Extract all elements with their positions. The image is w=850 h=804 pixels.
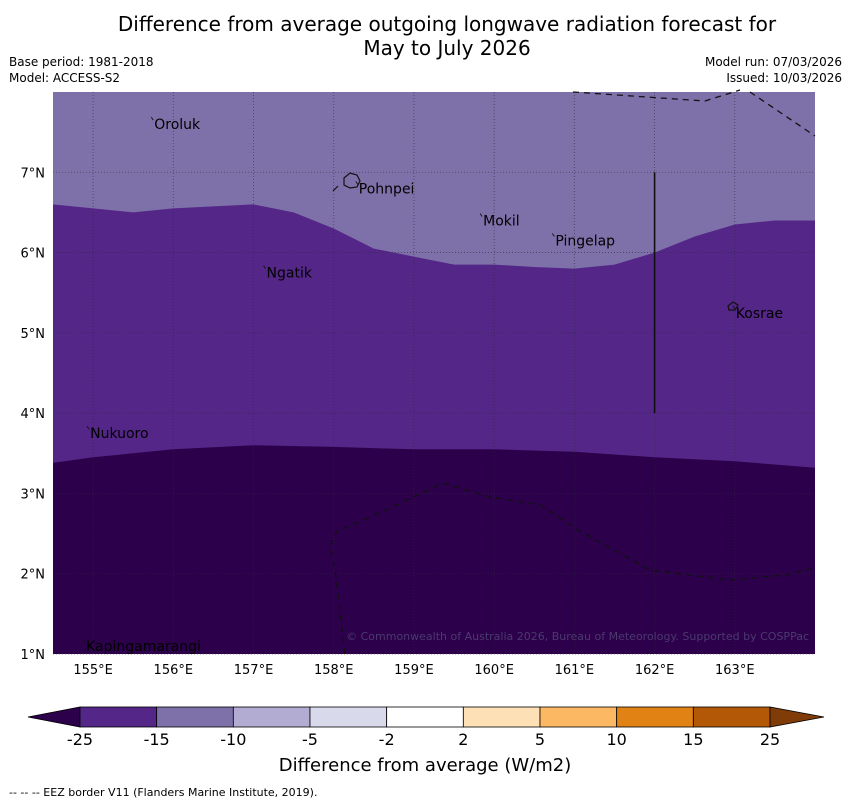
- colorbar-segment: [386, 706, 464, 728]
- copyright-text: © Commonwealth of Australia 2026, Bureau…: [346, 630, 809, 643]
- colorbar-tick-label: 5: [534, 730, 546, 749]
- colorbar-tick-label: 2: [458, 730, 469, 749]
- lon-tick-label: 156°E: [154, 663, 194, 678]
- colorbar-segment: [616, 706, 694, 728]
- eez-border-fragment: [332, 185, 339, 192]
- lon-tick-label: 155°E: [73, 663, 113, 678]
- place-label-kosrae: Kosrae: [736, 306, 783, 322]
- lat-tick-label: 5°N: [21, 327, 46, 342]
- issued-date: Issued: 10/03/2026: [726, 71, 842, 85]
- base-period: Base period: 1981-2018: [9, 55, 154, 69]
- colorbar-tick-label: -5: [302, 730, 318, 749]
- place-label-pingelap: Pingelap: [555, 234, 615, 250]
- place-marker: [479, 213, 483, 217]
- colorbar-tick-label: -10: [220, 730, 247, 749]
- place-label-nukuoro: Nukuoro: [90, 426, 148, 442]
- colorbar-title: Difference from average (W/m2): [278, 755, 572, 776]
- place-marker: [86, 425, 90, 430]
- colorbar-segment: [232, 706, 311, 728]
- colorbar-tick-label: 25: [759, 730, 781, 749]
- colorbar-segment: [462, 706, 541, 728]
- kosrae-island-outline: [727, 301, 739, 311]
- lat-tick-label: 3°N: [21, 487, 46, 502]
- lat-tick-label: 2°N: [21, 568, 46, 583]
- colorbar-tick-label: -15: [143, 730, 170, 749]
- colorbar-segment: [692, 706, 771, 728]
- place-marker: [355, 181, 359, 185]
- chart-title: Difference from average outgoing longwav…: [0, 12, 850, 60]
- footer-note: -- -- -- EEZ border V11 (Flanders Marine…: [9, 786, 318, 799]
- place-marker: [263, 265, 266, 269]
- title-line-2: May to July 2026: [363, 36, 531, 60]
- place-label-pohnpei: Pohnpei: [359, 181, 415, 197]
- place-label-mokil: Mokil: [483, 213, 520, 229]
- lon-tick-label: 163°E: [715, 663, 755, 678]
- meta-left: Base period: 1981-2018 Model: ACCESS-S2: [9, 54, 154, 86]
- model-name: Model: ACCESS-S2: [9, 71, 121, 85]
- colorbar-segment: [539, 706, 618, 728]
- meta-right: Model run: 07/03/2026 Issued: 10/03/2026: [705, 54, 842, 86]
- lon-tick-label: 160°E: [474, 663, 514, 678]
- place-label-ngatik: Ngatik: [267, 266, 313, 282]
- place-label-kapingamarangi: Kapingamarangi: [86, 639, 201, 655]
- colorbar-tick-label: 10: [606, 730, 627, 749]
- lon-tick-label: 159°E: [394, 663, 434, 678]
- colorbar-tick-label: -2: [378, 730, 395, 749]
- colorbar-high-extension: [769, 706, 825, 728]
- eez-border-south: [329, 482, 816, 655]
- zone-below-minus-25: [53, 445, 815, 654]
- lat-tick-label: 4°N: [21, 407, 46, 422]
- pohnpei-island-outline: [343, 172, 361, 189]
- lon-tick-label: 158°E: [314, 663, 354, 678]
- colorbar-segment: [309, 706, 388, 728]
- place-label-oroluk: Oroluk: [154, 117, 201, 133]
- lon-tick-label: 162°E: [635, 663, 675, 678]
- title-line-1: Difference from average outgoing longwav…: [117, 12, 777, 36]
- colorbar-segment: [79, 706, 158, 728]
- place-marker: [551, 233, 555, 237]
- lat-tick-label: 6°N: [21, 247, 46, 262]
- eez-border-north: [572, 89, 816, 137]
- colorbar-segment: [156, 706, 234, 728]
- lon-tick-label: 161°E: [555, 663, 595, 678]
- lon-tick-label: 157°E: [234, 663, 274, 678]
- lat-tick-label: 7°N: [21, 166, 46, 181]
- place-marker: [82, 638, 86, 643]
- lat-tick-label: 1°N: [21, 648, 46, 663]
- place-marker: [150, 116, 154, 121]
- colorbar-low-extension: [27, 706, 81, 728]
- model-run: Model run: 07/03/2026: [704, 55, 842, 69]
- colorbar-tick-label: 15: [683, 730, 704, 749]
- colorbar-tick-label: -25: [66, 730, 94, 749]
- place-marker: [732, 305, 736, 310]
